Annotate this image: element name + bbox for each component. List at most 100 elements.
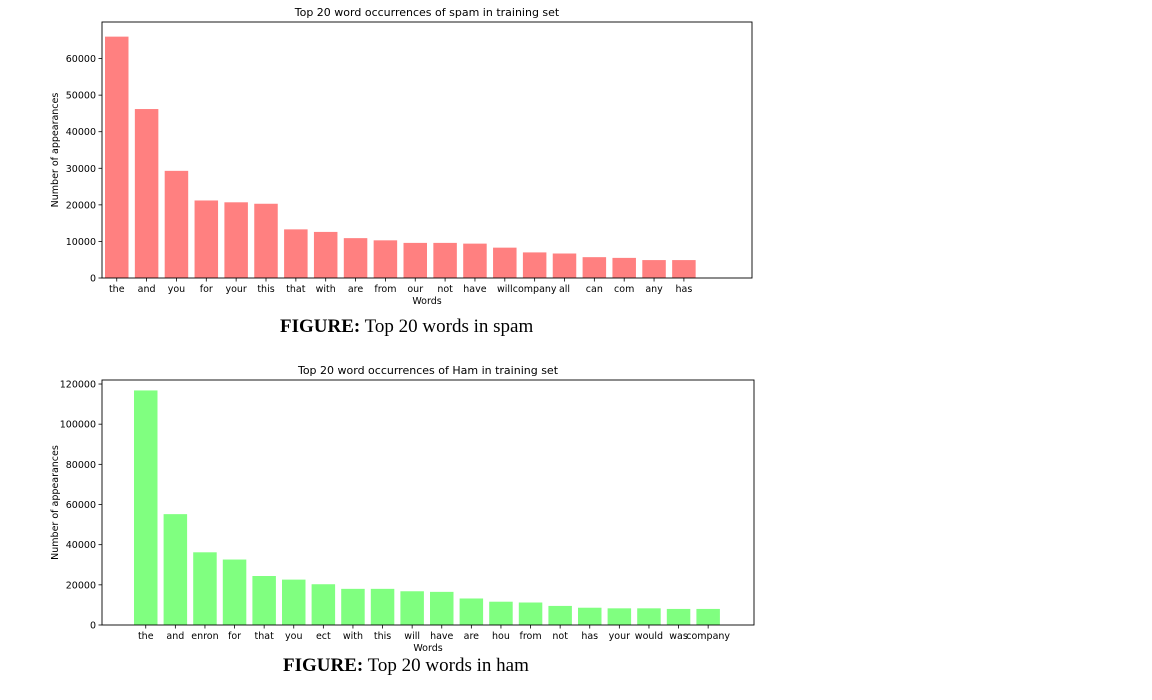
spam-y-tick-label: 10000 — [66, 237, 96, 248]
ham-x-tick-label: from — [519, 631, 541, 642]
ham-x-tick-label: was — [669, 631, 688, 642]
spam-bar-are — [343, 238, 368, 278]
spam-bar-any — [642, 260, 666, 278]
ham-x-tick-label: will — [404, 631, 420, 642]
ham-y-tick-label: 60000 — [66, 500, 96, 511]
ham-x-tick-label: you — [285, 631, 302, 642]
spam-bar-can — [582, 257, 607, 278]
ham-y-tick-label: 0 — [90, 621, 96, 632]
spam-x-tick-label: for — [200, 284, 213, 295]
ham-y-tick-label: 20000 — [66, 580, 96, 591]
ham-x-tick-label: would — [635, 631, 663, 642]
spam-x-tick-label: company — [513, 284, 557, 295]
ham-x-tick-label: company — [686, 631, 730, 642]
ham-bar-the — [134, 390, 158, 625]
spam-x-tick-label: can — [586, 284, 603, 295]
ham-bar-hou — [489, 601, 513, 625]
ham-x-tick-label: has — [581, 631, 598, 642]
spam-chart: the and you for your this that with are from our no… — [50, 6, 753, 307]
spam-figure-caption: FIGURE: Top 20 words in spam — [280, 316, 534, 337]
spam-bar-has — [672, 260, 696, 278]
ham-x-tick-label: not — [552, 631, 568, 642]
ham-bar-ect — [311, 584, 336, 625]
spam-x-tick-label: not — [437, 284, 453, 295]
spam-x-tick-label: will — [497, 284, 513, 295]
spam-x-tick-label: all — [559, 284, 570, 295]
ham-plot-frame — [101, 379, 755, 626]
ham-bar-with — [341, 588, 365, 625]
spam-x-tick-label: have — [463, 284, 486, 295]
ham-bar-would — [637, 608, 661, 625]
ham-bar-not — [548, 605, 572, 625]
spam-y-tick-label: 30000 — [66, 164, 96, 175]
spam-x-axis-label: Words — [412, 296, 441, 307]
spam-x-tick-label: that — [286, 284, 306, 295]
ham-bar-that — [252, 576, 276, 625]
spam-x-tick-label: the — [109, 284, 125, 295]
spam-x-tick-label: your — [225, 284, 246, 295]
ham-figure-caption: FIGURE: Top 20 words in ham — [283, 655, 529, 676]
ham-bar-will — [400, 591, 424, 625]
spam-bar-this — [254, 203, 278, 278]
ham-bar-this — [370, 588, 395, 625]
spam-bar-you — [164, 170, 189, 278]
spam-x-tick-label: and — [138, 284, 156, 295]
ham-bar-have — [430, 591, 454, 625]
ham-y-tick-label: 80000 — [66, 460, 96, 471]
ham-x-tick-label: this — [374, 631, 391, 642]
spam-y-tick-label: 60000 — [66, 54, 96, 65]
spam-y-axis-label: Number of appearances — [50, 93, 61, 208]
ham-x-tick-label: hou — [492, 631, 510, 642]
ham-bar-you — [282, 579, 306, 625]
ham-chart: the and enron for that you ect with this will have… — [50, 364, 755, 654]
spam-plot-frame — [101, 21, 753, 279]
spam-x-tick-label: this — [257, 284, 274, 295]
spam-bar-the — [105, 36, 129, 278]
spam-y-tick-label: 40000 — [66, 127, 96, 138]
ham-y-tick-label: 120000 — [60, 380, 96, 391]
ham-y-axis-label: Number of appearances — [50, 445, 61, 560]
spam-x-tick-label: has — [676, 284, 693, 295]
spam-x-tick-label: our — [407, 284, 423, 295]
ham-bar-was — [666, 608, 691, 625]
spam-x-tick-label: com — [614, 284, 634, 295]
spam-bar-com — [612, 257, 636, 278]
ham-x-tick-label: and — [166, 631, 184, 642]
spam-bar-company — [522, 252, 547, 278]
spam-bar-with — [313, 231, 338, 278]
ham-y-tick-label: 40000 — [66, 540, 96, 551]
spam-bar-will — [493, 247, 517, 278]
ham-x-tick-label: your — [609, 631, 630, 642]
spam-y-tick-label: 50000 — [66, 91, 96, 102]
spam-bar-that — [284, 229, 308, 278]
ham-x-axis-label: Words — [413, 643, 442, 654]
spam-y-tick-label: 0 — [90, 274, 96, 285]
ham-bar-from — [518, 602, 543, 625]
ham-x-tick-label: have — [430, 631, 453, 642]
spam-x-tick-label: are — [348, 284, 364, 295]
ham-x-tick-label: the — [138, 631, 154, 642]
spam-bar-our — [403, 242, 427, 278]
ham-y-tick-label: 100000 — [60, 420, 96, 431]
spam-bar-all — [552, 253, 577, 278]
ham-bar-are — [459, 598, 484, 625]
ham-bar-has — [578, 607, 602, 625]
ham-x-tick-label: that — [255, 631, 275, 642]
spam-x-tick-label: from — [374, 284, 396, 295]
spam-chart-title: Top 20 word occurrences of spam in train… — [294, 6, 560, 19]
ham-chart-title: Top 20 word occurrences of Ham in traini… — [297, 364, 559, 377]
ham-bar-your — [607, 608, 632, 625]
spam-x-tick-label: you — [168, 284, 185, 295]
spam-bar-for — [194, 200, 219, 278]
spam-bar-from — [373, 240, 398, 278]
ham-x-tick-label: with — [343, 631, 363, 642]
spam-bar-and — [134, 109, 159, 278]
spam-bar-your — [224, 202, 248, 278]
spam-bar-not — [433, 242, 457, 278]
ham-bar-company — [696, 608, 720, 625]
ham-bar-for — [222, 559, 247, 625]
spam-x-tick-label: with — [316, 284, 336, 295]
spam-x-tick-label: any — [645, 284, 663, 295]
ham-x-tick-label: enron — [191, 631, 218, 642]
